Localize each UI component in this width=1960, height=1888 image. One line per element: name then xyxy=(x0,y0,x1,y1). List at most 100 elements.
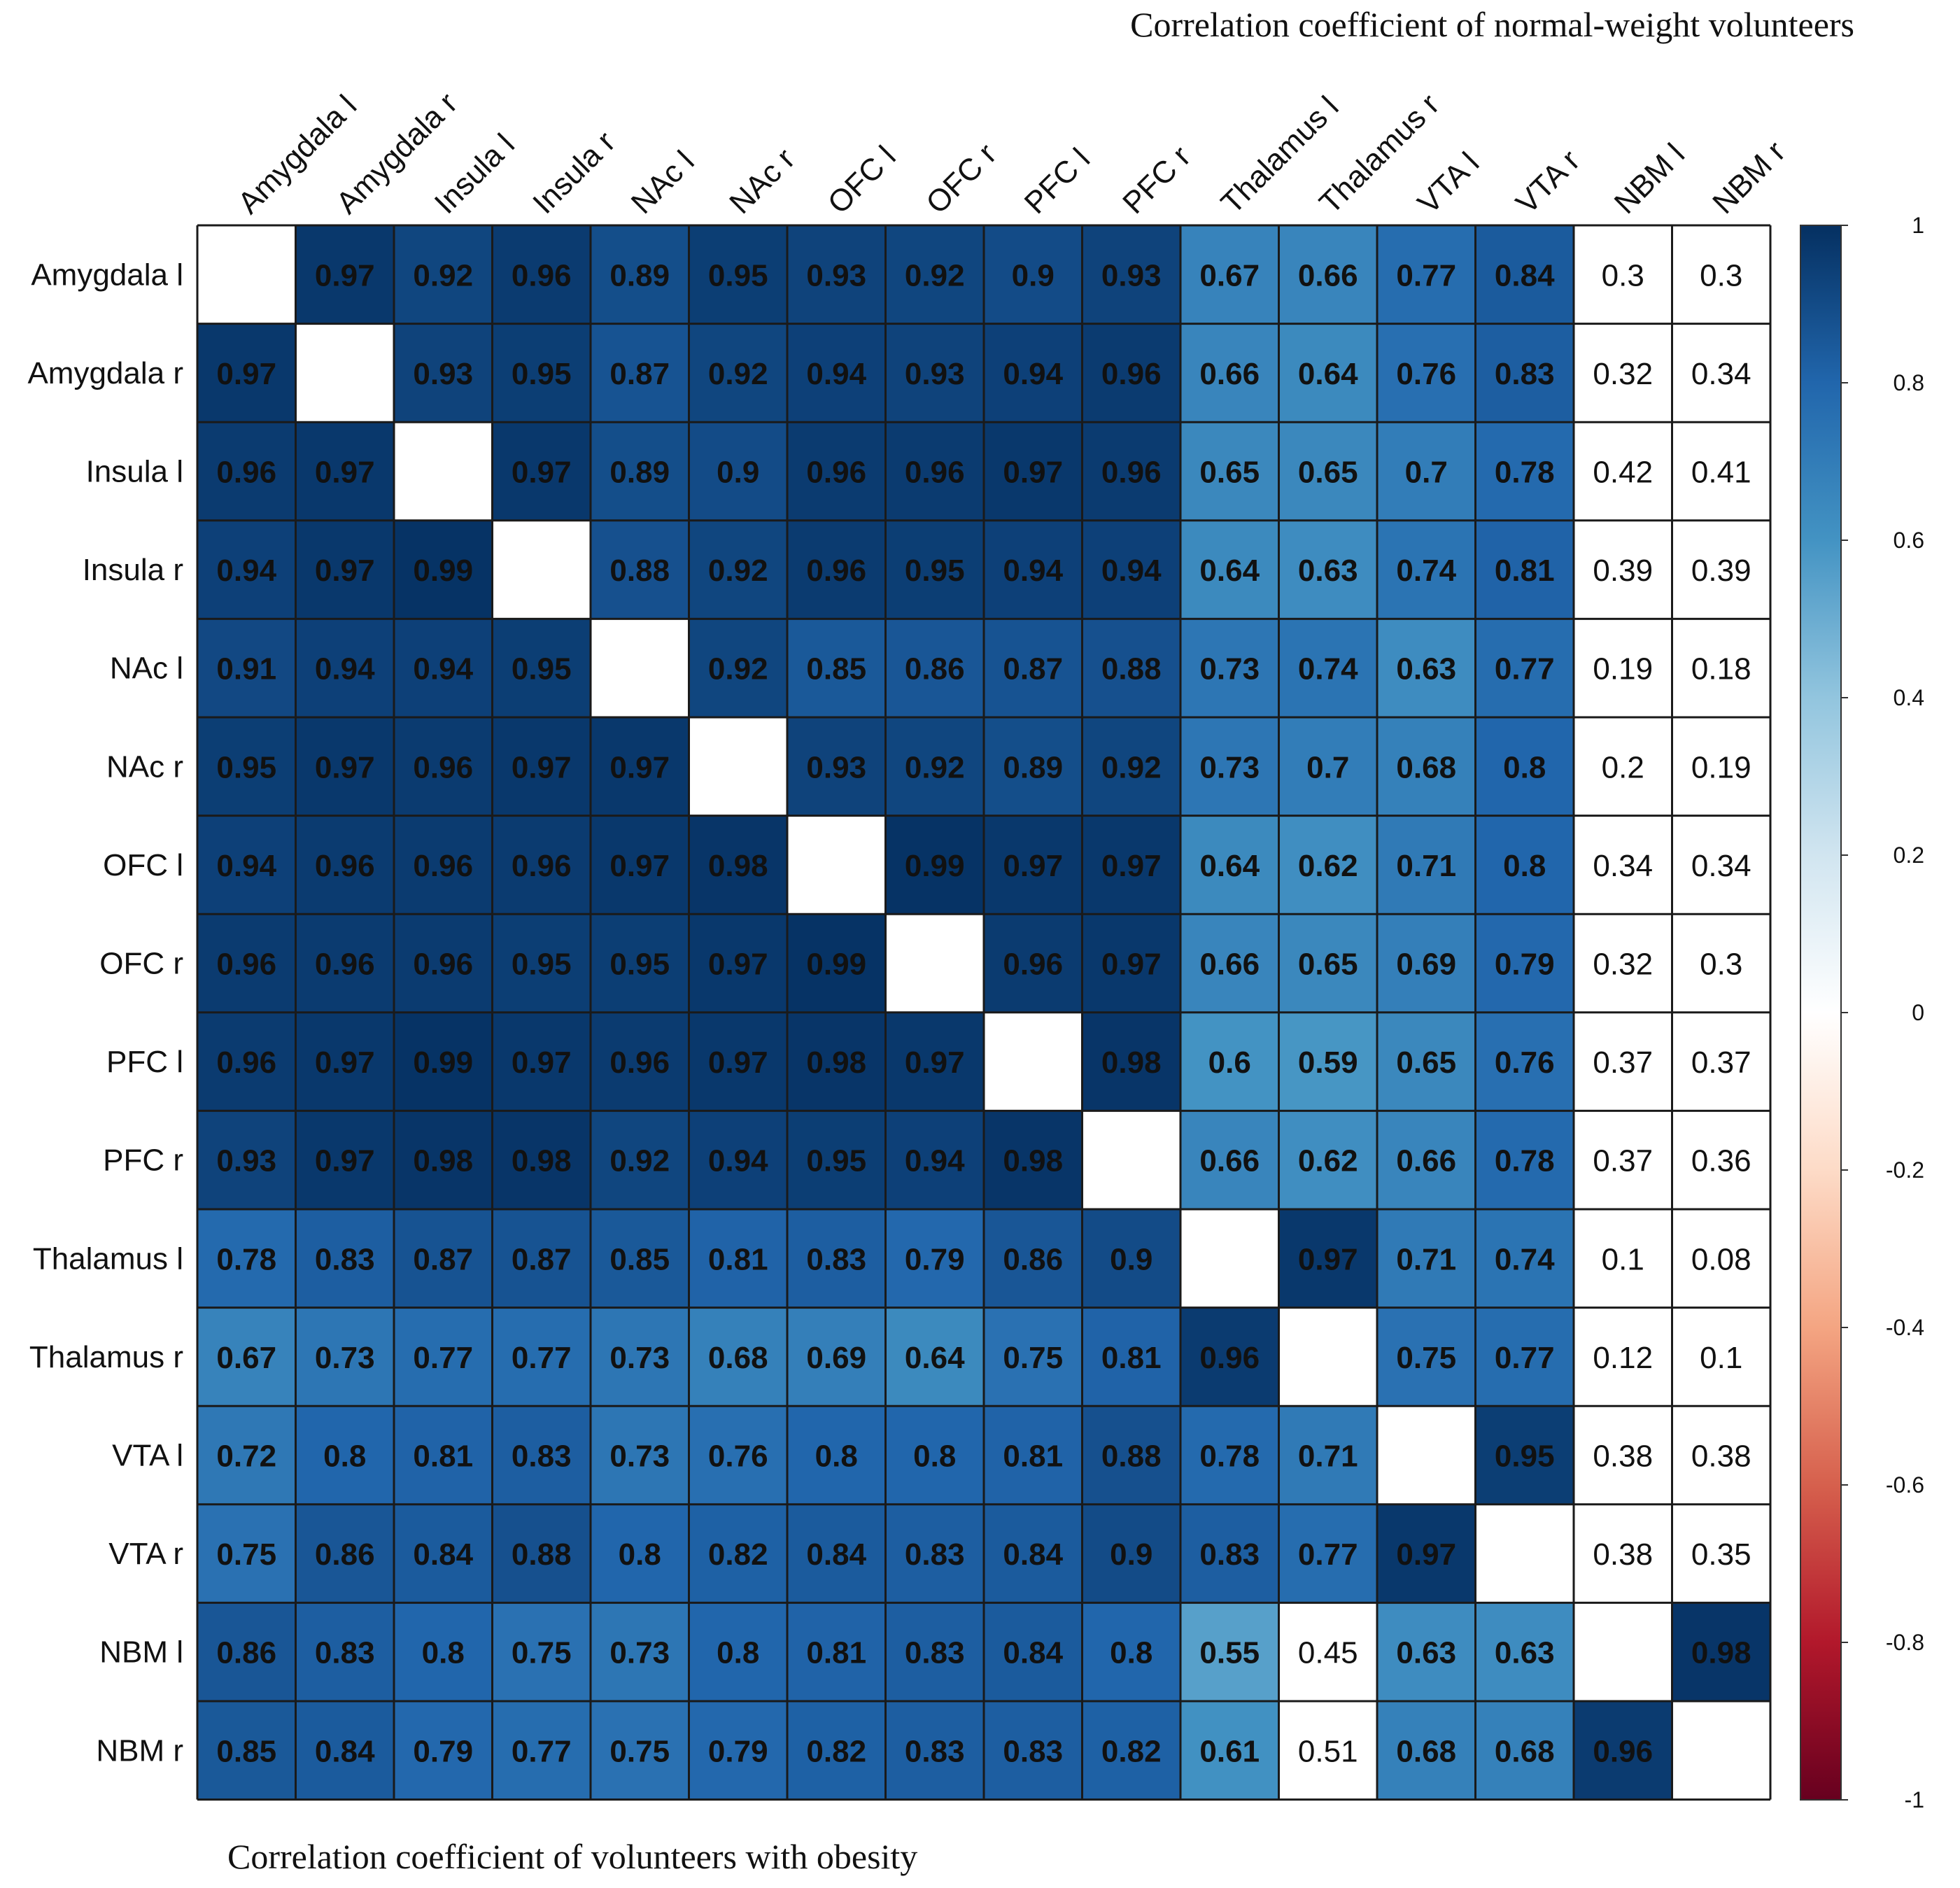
heatmap-cell xyxy=(295,225,395,325)
heatmap-cell xyxy=(689,422,788,521)
heatmap-cell xyxy=(787,323,887,423)
cell-value-label: 0.94 xyxy=(806,357,866,391)
heatmap-cell xyxy=(1082,323,1181,423)
cell-value-label: 0.42 xyxy=(1593,456,1653,490)
cell-value-label: 0.2 xyxy=(1602,750,1644,784)
cell-value-label: 0.37 xyxy=(1593,1144,1653,1178)
colorbar-tick-label: 0.6 xyxy=(1894,528,1924,553)
cell-value-label: 0.97 xyxy=(315,554,375,588)
cell-value-label: 0.94 xyxy=(315,652,375,686)
cell-value-label: 0.99 xyxy=(905,849,965,883)
cell-value-label: 0.74 xyxy=(1396,554,1456,588)
cell-value-label: 0.98 xyxy=(708,849,768,883)
cell-value-label: 0.1 xyxy=(1700,1341,1742,1375)
heatmap-cell xyxy=(591,1406,690,1505)
heatmap-cell xyxy=(1377,914,1476,1013)
cell-value-label: 0.94 xyxy=(1003,357,1063,391)
heatmap-cell xyxy=(689,225,788,325)
heatmap-cell xyxy=(1278,1406,1378,1505)
heatmap-cell xyxy=(197,1701,297,1801)
heatmap-cell xyxy=(591,815,690,915)
row-label: VTA r xyxy=(108,1537,183,1571)
cell-value-label: 0.81 xyxy=(708,1242,768,1276)
heatmap-cell xyxy=(394,520,493,619)
heatmap-cell xyxy=(591,619,690,718)
cell-value-label: 0.87 xyxy=(609,357,670,391)
heatmap-cell xyxy=(1082,1406,1181,1505)
cell-value-label: 0.45 xyxy=(1298,1636,1358,1670)
cell-value-label: 0.39 xyxy=(1691,554,1751,588)
cell-value-label: 0.89 xyxy=(1003,750,1063,784)
cell-value-label: 0.32 xyxy=(1593,357,1653,391)
cell-value-label: 0.99 xyxy=(806,947,866,982)
column-label: VTA l xyxy=(1411,146,1486,220)
heatmap-cell xyxy=(1082,619,1181,718)
cell-value-label: 0.96 xyxy=(1199,1341,1260,1375)
heatmap-cell xyxy=(1672,1012,1771,1111)
colorbar-tick-label: -0.6 xyxy=(1886,1472,1924,1498)
heatmap-cell xyxy=(492,225,591,325)
heatmap-cell xyxy=(1672,1111,1771,1210)
cell-value-label: 0.19 xyxy=(1593,652,1653,686)
row-label: Amygdala r xyxy=(27,356,183,390)
cell-value-label: 0.97 xyxy=(315,750,375,784)
cell-value-label: 0.32 xyxy=(1593,947,1653,982)
cell-value-label: 0.94 xyxy=(708,1144,768,1178)
heatmap-cell xyxy=(984,1504,1083,1603)
heatmap-cell xyxy=(394,1504,493,1603)
heatmap-cell xyxy=(1278,323,1378,423)
cell-value-label: 0.96 xyxy=(1101,456,1162,490)
heatmap-cell xyxy=(1377,1111,1476,1210)
heatmap-cell xyxy=(492,1406,591,1505)
heatmap-cell xyxy=(1082,1701,1181,1801)
heatmap-cell xyxy=(787,422,887,521)
cell-value-label: 0.72 xyxy=(216,1439,276,1474)
cell-value-label: 0.77 xyxy=(1298,1537,1358,1572)
row-label: OFC l xyxy=(103,848,183,882)
heatmap-cell xyxy=(1082,422,1181,521)
cell-value-label: 0.96 xyxy=(315,849,375,883)
column-label: VTA r xyxy=(1509,143,1586,220)
heatmap-cell xyxy=(1082,717,1181,817)
heatmap-cell xyxy=(885,1701,985,1801)
cell-value-label: 0.61 xyxy=(1199,1734,1260,1768)
heatmap-cell xyxy=(984,1406,1083,1505)
cell-value-label: 0.89 xyxy=(609,258,670,293)
cell-value-label: 0.98 xyxy=(413,1144,473,1178)
cell-value-label: 0.88 xyxy=(1101,1439,1162,1474)
cell-value-label: 0.64 xyxy=(1199,849,1260,883)
column-label: PFC l xyxy=(1018,142,1097,220)
column-label: NAc r xyxy=(723,142,801,220)
heatmap-cell xyxy=(197,422,297,521)
cell-value-label: 0.98 xyxy=(1101,1045,1162,1080)
heatmap-cell xyxy=(1180,619,1280,718)
cell-value-label: 0.39 xyxy=(1593,554,1653,588)
column-label: OFC l xyxy=(822,139,903,220)
heatmap-cell xyxy=(787,815,887,915)
heatmap-cell xyxy=(591,914,690,1013)
cell-value-label: 0.65 xyxy=(1298,456,1358,490)
heatmap-cell xyxy=(1180,1602,1280,1702)
cell-value-label: 0.94 xyxy=(216,849,276,883)
heatmap-cell xyxy=(1574,1406,1673,1505)
heatmap-cell xyxy=(591,1111,690,1210)
heatmap-cell xyxy=(1180,323,1280,423)
cell-value-label: 0.87 xyxy=(1003,652,1063,686)
cell-value-label: 0.73 xyxy=(609,1439,670,1474)
heatmap-cell xyxy=(885,422,985,521)
cell-value-label: 0.73 xyxy=(1199,652,1260,686)
cell-value-label: 0.77 xyxy=(1495,1341,1555,1375)
heatmap-cell xyxy=(1180,1307,1280,1407)
row-labels: Amygdala l Amygdala r Insula l Insula r NAc … xyxy=(27,258,183,1768)
heatmap-cell xyxy=(1180,225,1280,325)
cell-value-label: 0.97 xyxy=(1003,849,1063,883)
heatmap-cell xyxy=(1574,1602,1673,1702)
cell-value-label: 0.76 xyxy=(1396,357,1456,391)
cell-value-label: 0.92 xyxy=(708,357,768,391)
colorbar-tick-label: -1 xyxy=(1905,1787,1924,1812)
row-label: Insula r xyxy=(83,553,183,587)
heatmap-cell xyxy=(197,914,297,1013)
heatmap-cell xyxy=(689,1406,788,1505)
heatmap-cell xyxy=(885,914,985,1013)
cell-value-label: 0.64 xyxy=(905,1341,965,1375)
